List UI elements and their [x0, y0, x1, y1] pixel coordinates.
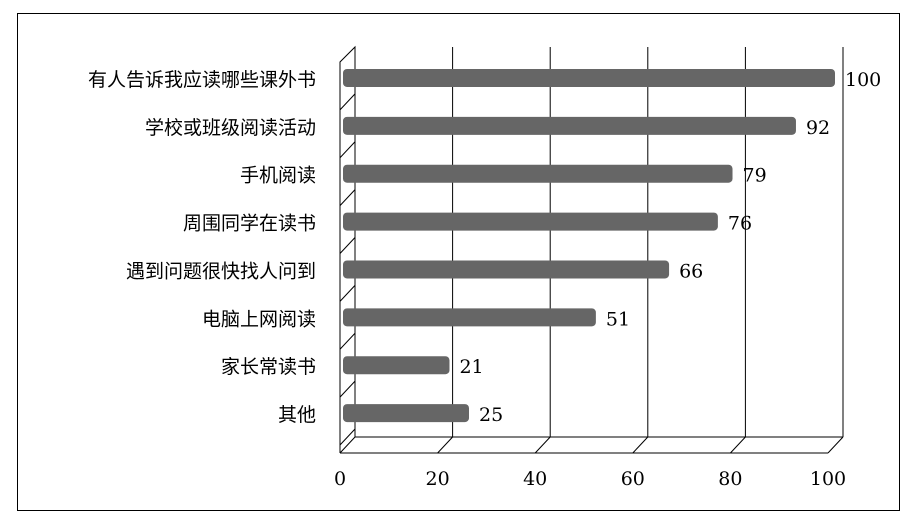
y-tick	[339, 93, 356, 111]
y-tick	[339, 380, 356, 398]
y-tick-label: 电脑上网阅读	[202, 308, 316, 330]
y-tick-label: 遇到问题很快找人问到	[126, 260, 316, 282]
bar	[343, 356, 450, 375]
floor-grid-line	[437, 436, 453, 454]
value-label: 51	[606, 308, 630, 330]
value-label: 66	[679, 260, 703, 282]
y-tick-label: 周围同学在读书	[183, 213, 316, 235]
x-tick-label: 40	[523, 468, 547, 490]
x-tick-label: 60	[621, 468, 645, 490]
y-tick	[339, 285, 356, 302]
bar	[343, 164, 733, 183]
y-tick-label: 学校或班级阅读活动	[145, 117, 316, 139]
y-tick-label: 其他	[278, 404, 316, 426]
y-tick	[339, 189, 356, 206]
y-tick	[339, 332, 356, 350]
x-tick-label: 100	[810, 468, 846, 490]
y-tick	[339, 428, 356, 446]
x-tick-label: 80	[718, 468, 742, 490]
value-label: 21	[459, 356, 483, 378]
value-label: 25	[479, 404, 503, 426]
bar	[343, 260, 670, 279]
floor-grid-line	[730, 436, 746, 454]
bar	[343, 308, 596, 327]
floor-grid-line	[827, 436, 844, 454]
floor-grid-line	[632, 436, 649, 454]
value-label: 92	[806, 117, 830, 139]
bar	[343, 404, 469, 423]
x-tick-label: 20	[426, 468, 450, 490]
y-tick-label: 家长常读书	[221, 356, 316, 378]
y-tick	[339, 141, 356, 159]
y-tick-label: 有人告诉我应读哪些课外书	[88, 69, 316, 91]
bar	[343, 68, 835, 87]
bar	[343, 212, 718, 231]
value-label: 76	[728, 213, 752, 235]
x-tick-label: 0	[334, 468, 346, 490]
value-label: 79	[743, 165, 767, 187]
y-tick	[339, 237, 356, 254]
y-tick-label: 手机阅读	[240, 165, 316, 187]
floor-grid-line	[339, 436, 356, 454]
floor-grid-line	[534, 436, 551, 454]
bar	[343, 116, 796, 135]
value-label: 100	[845, 69, 881, 91]
